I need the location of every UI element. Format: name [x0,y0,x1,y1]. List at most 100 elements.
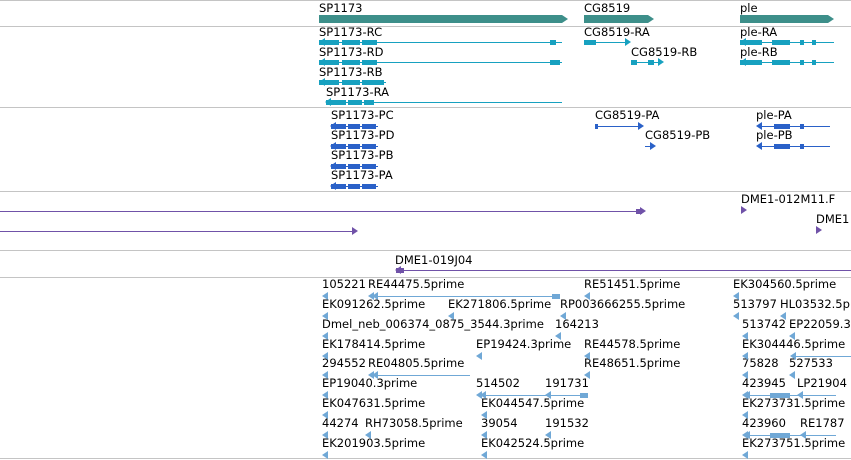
strand-arrow-left-icon [372,292,378,300]
est-feature[interactable] [742,332,748,340]
est-feature[interactable] [733,312,739,320]
transcript-feature[interactable] [319,78,386,86]
est-feature[interactable] [560,312,566,320]
est-feature[interactable] [322,371,328,379]
est-label: RE51451.5prime [584,277,681,291]
est-feature[interactable] [322,411,328,419]
protein-label: SP1173-PB [331,148,394,162]
est-feature[interactable] [481,451,487,459]
est-feature[interactable] [584,352,590,360]
est-feature[interactable] [742,411,748,419]
protein-feature[interactable] [756,142,830,150]
feature-exon-block [740,60,762,65]
est-feature[interactable] [481,431,487,439]
est-feature[interactable] [368,292,374,300]
clone-feature[interactable] [395,266,851,274]
feature-exon-block [362,80,384,85]
transcript-feature[interactable] [631,58,664,66]
transcript-feature[interactable] [740,58,834,66]
clone-feature[interactable] [0,227,358,235]
feature-exon-block [648,60,654,65]
est-feature[interactable] [322,332,328,340]
clone-feature[interactable] [741,206,747,214]
feature-exon-block [774,144,790,149]
est-feature[interactable] [789,332,795,340]
transcript-label: ple-RA [740,25,778,39]
est-feature[interactable] [365,431,371,439]
protein-label: SP1173-PC [331,108,394,122]
est-feature[interactable] [555,332,561,340]
feature-exon-block [331,144,346,149]
est-feature[interactable] [733,292,739,300]
feature-exon-block [812,60,816,65]
clone-feature[interactable] [0,207,646,215]
est-feature[interactable] [322,352,328,360]
gene-label: CG8519 [584,1,631,15]
gene-feature[interactable] [740,15,834,23]
est-feature[interactable] [545,431,551,439]
strand-arrow-right-icon [640,207,646,215]
protein-feature[interactable] [330,142,378,150]
strand-arrow-left-icon [330,162,336,170]
clone-label: DME1-019J04 [395,253,473,267]
feature-exon-block [584,40,596,45]
gene-feature[interactable] [319,15,568,23]
est-feature[interactable] [448,312,454,320]
est-label: 513742 [742,317,786,331]
est-label: RH73058.5prime [365,416,463,430]
strand-arrow-left-icon [330,142,336,150]
protein-label: SP1173-PA [331,168,393,182]
est-feature[interactable] [742,352,748,360]
transcript-label: CG8519-RA [584,25,650,39]
est-feature[interactable] [744,391,836,399]
transcript-feature[interactable] [319,38,562,46]
est-feature[interactable] [584,371,590,379]
est-feature[interactable] [372,371,470,379]
est-feature[interactable] [322,292,328,300]
est-feature[interactable] [476,352,482,360]
clone-feature[interactable] [816,226,822,234]
transcript-feature[interactable] [584,38,631,46]
protein-feature[interactable] [330,122,378,130]
track-separator [0,0,851,1]
est-feature[interactable] [322,391,328,399]
est-feature[interactable] [584,292,590,300]
protein-feature[interactable] [645,142,656,150]
est-feature[interactable] [742,451,748,459]
feature-exon-block [342,60,360,65]
est-feature[interactable] [322,312,328,320]
protein-feature[interactable] [595,122,644,130]
transcript-feature[interactable] [740,38,834,46]
track-separator [0,277,851,278]
feature-intron-line [0,231,352,232]
protein-feature[interactable] [330,162,378,170]
track-separator [0,458,851,459]
feature-intron-line [762,146,830,147]
est-feature[interactable] [789,371,795,379]
protein-label: ple-PB [756,128,793,142]
track-separator [0,191,851,192]
est-feature[interactable] [742,371,748,379]
track-separator [0,26,851,27]
est-feature[interactable] [480,391,588,399]
transcript-feature[interactable] [325,98,562,106]
est-feature[interactable] [481,411,487,419]
feature-exon-block [800,60,804,65]
est-feature[interactable] [368,371,374,379]
est-feature[interactable] [322,451,328,459]
est-feature[interactable] [476,391,482,399]
protein-feature[interactable] [756,122,830,130]
transcript-feature[interactable] [319,58,562,66]
transcript-label: SP1173-RA [326,85,390,99]
est-feature[interactable] [744,431,836,439]
gene-feature[interactable] [584,15,654,23]
strand-arrow-left-icon [756,142,762,150]
feature-exon-block [636,209,642,214]
feature-exon-block [800,144,804,149]
est-feature[interactable] [780,312,786,320]
feature-exon-block [774,124,790,129]
est-feature[interactable] [322,431,328,439]
est-feature[interactable] [372,292,560,300]
protein-feature[interactable] [330,182,378,190]
est-feature[interactable] [790,352,851,360]
